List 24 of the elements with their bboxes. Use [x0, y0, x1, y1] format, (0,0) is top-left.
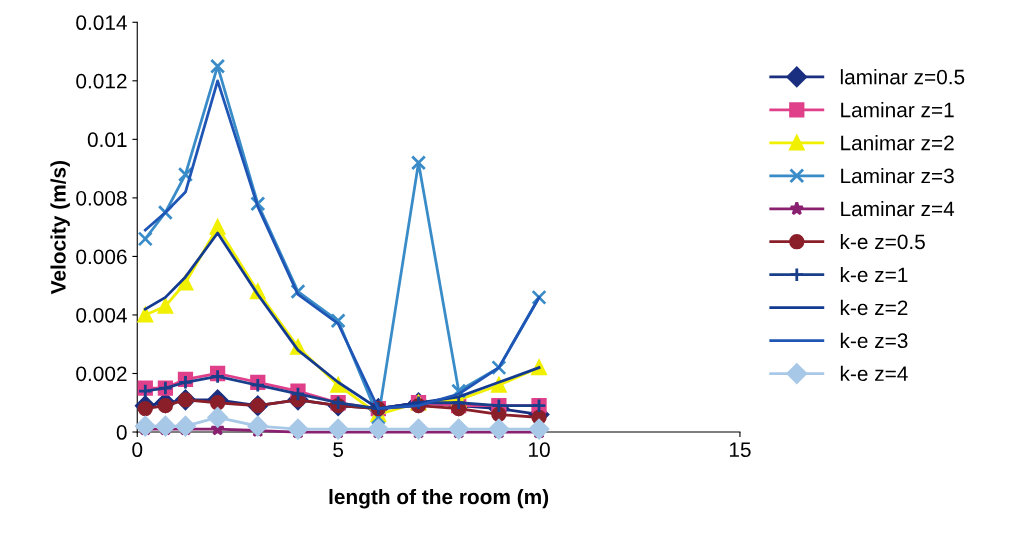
x-axis-title: length of the room (m) — [329, 488, 549, 509]
y-tick-label: 0 — [116, 425, 127, 440]
legend-label: Lanimar z=2 — [841, 135, 954, 151]
legend-label: k-e z=1 — [840, 266, 908, 283]
legend-label: Laminar z=1 — [841, 102, 954, 118]
y-tick-label: 0.014 — [76, 15, 127, 31]
y-tick-label: 0.01 — [87, 132, 127, 148]
legend-label: k-e z=2 — [840, 299, 908, 316]
legend-label: k-e z=3 — [840, 332, 908, 349]
legend-label: k-e z=4 — [840, 365, 908, 382]
legend-label: Laminar z=3 — [841, 168, 954, 184]
y-axis-title: Velocity (m/s) — [50, 161, 70, 295]
legend-label: laminar z=0.5 — [840, 69, 965, 85]
y-tick-label: 0.002 — [76, 366, 127, 382]
x-tick-label: 0 — [132, 442, 143, 458]
y-tick-label: 0.008 — [76, 190, 127, 206]
legend-label: Laminar z=4 — [841, 200, 955, 217]
x-tick-label: 10 — [529, 442, 550, 458]
x-tick-label: 5 — [333, 442, 344, 458]
y-tick-label: 0.006 — [76, 249, 127, 265]
x-tick-label: 15 — [729, 442, 751, 458]
y-tick-label: 0.012 — [76, 73, 127, 89]
legend-label: k-e z=0.5 — [840, 233, 925, 250]
y-tick-label: 0.004 — [76, 307, 127, 323]
